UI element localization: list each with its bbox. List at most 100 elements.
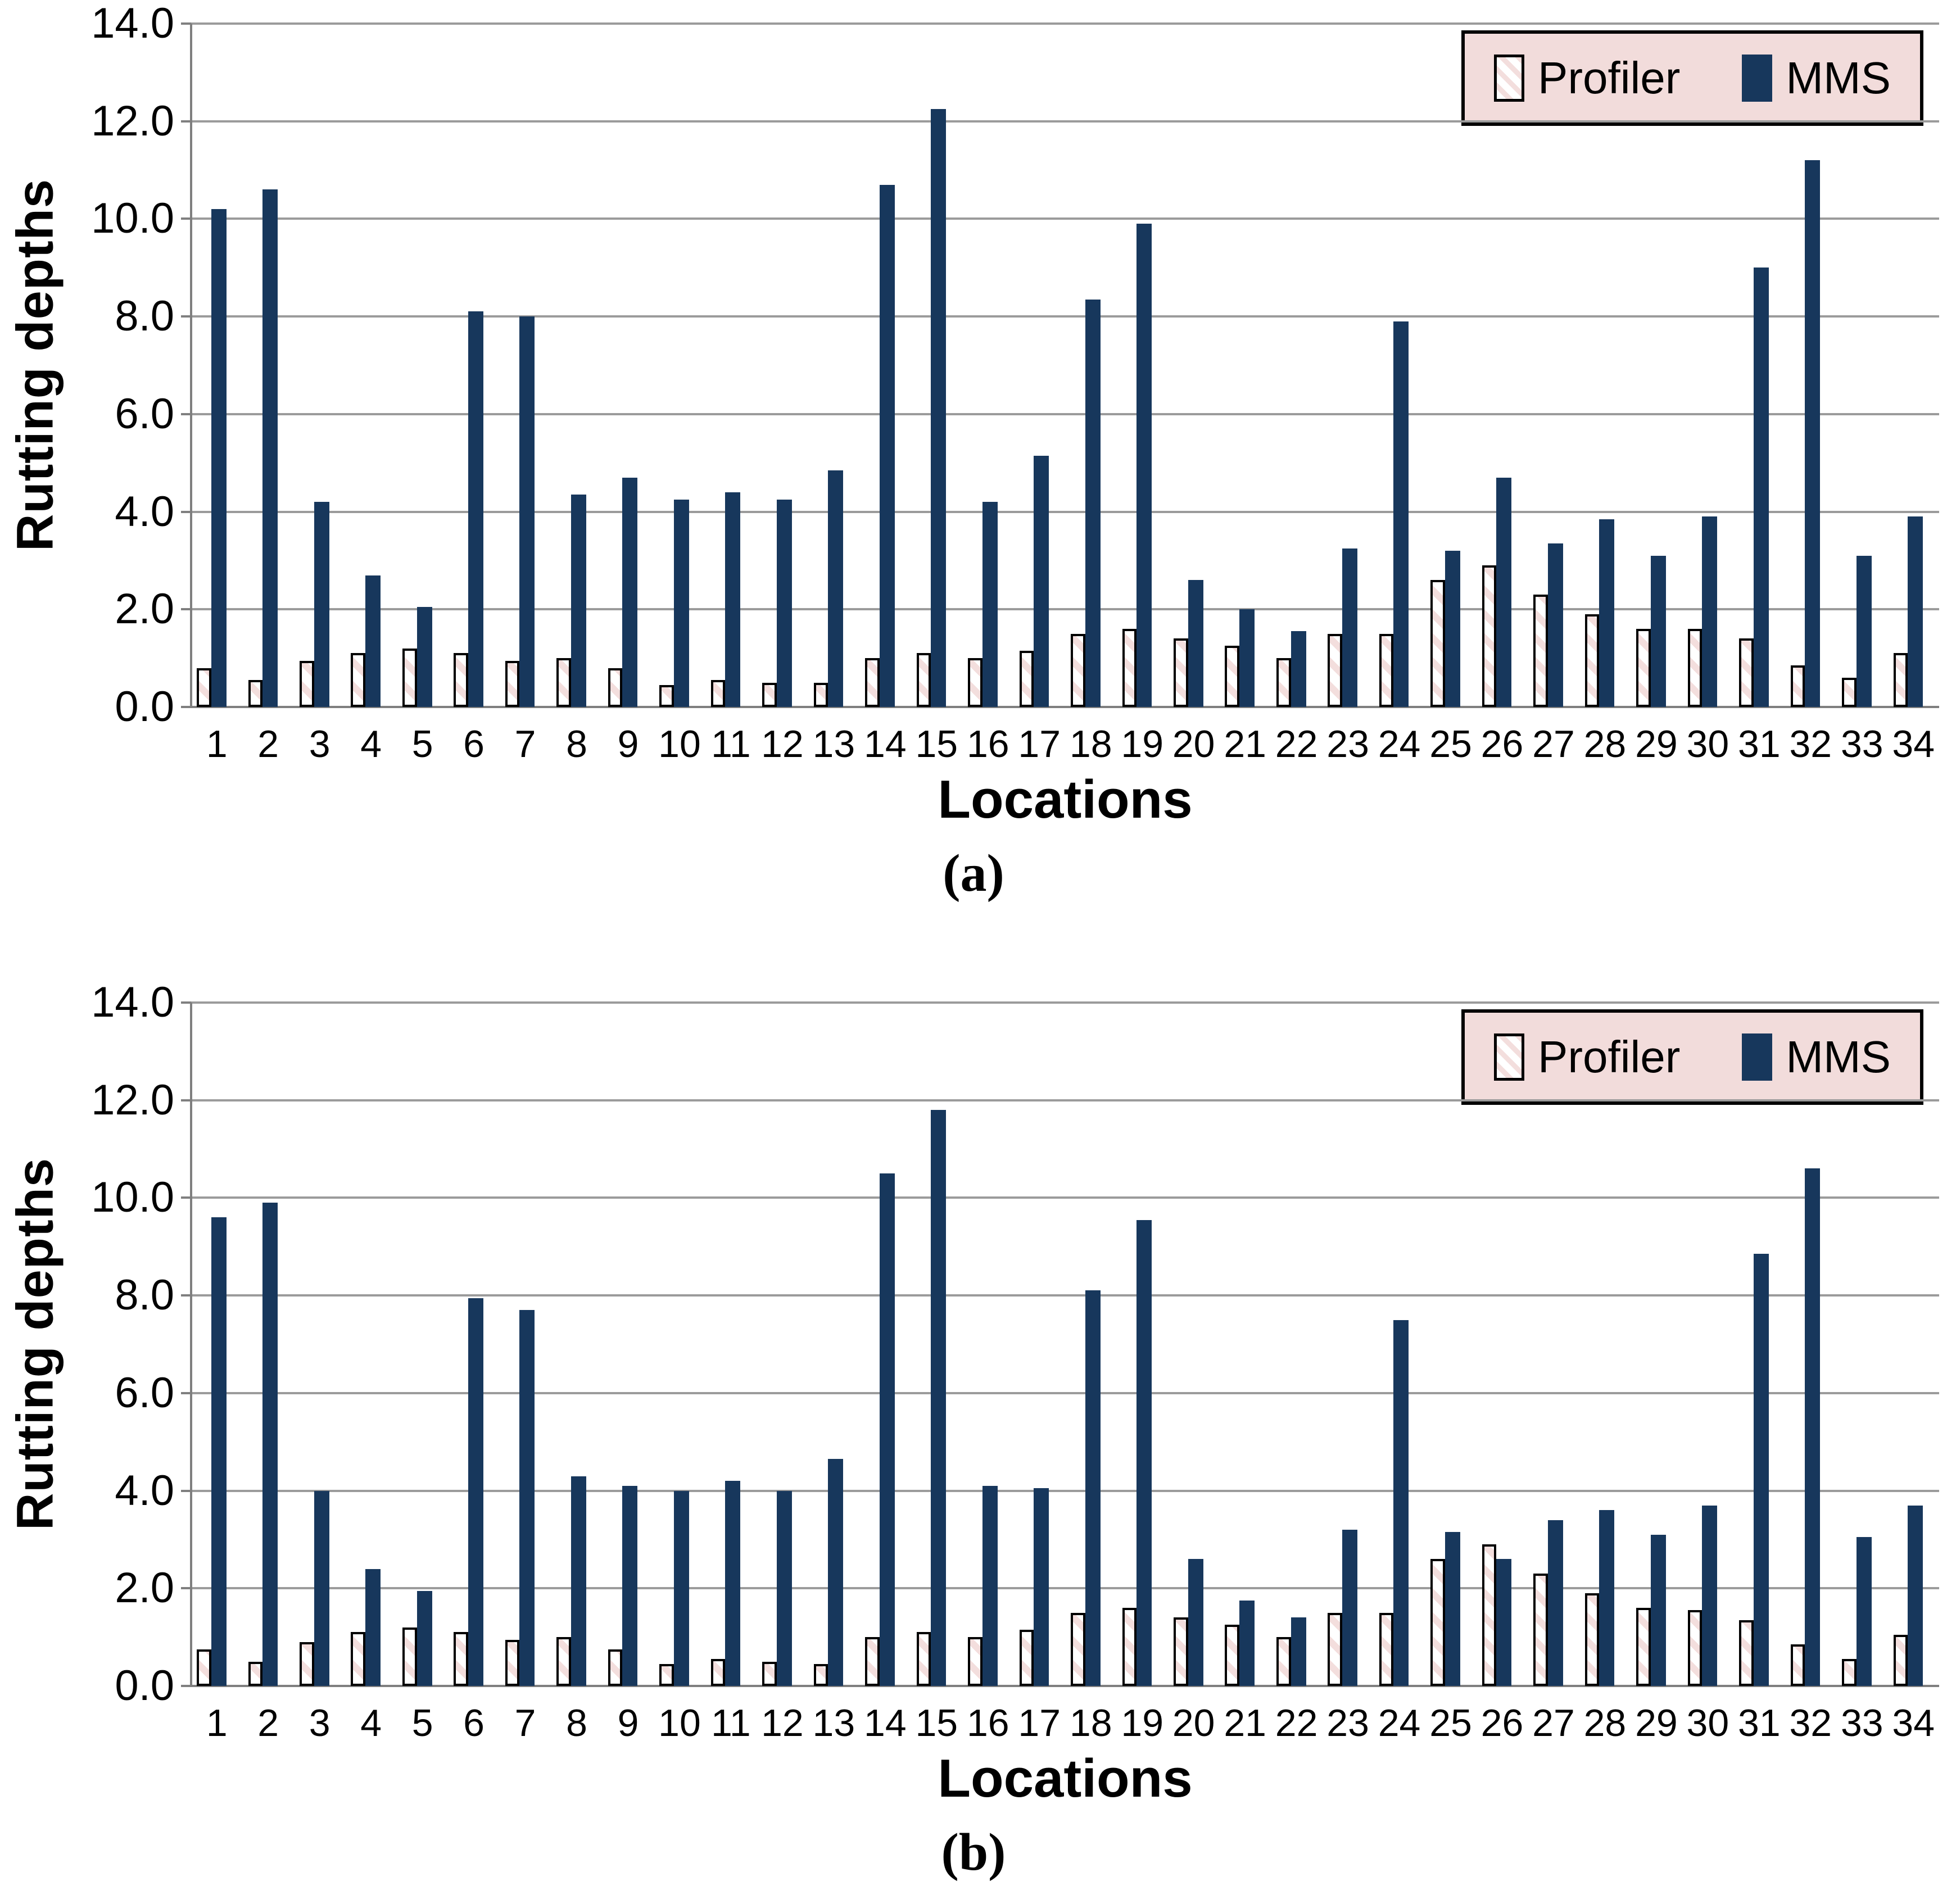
x-tick-label-19: 19 [1121, 1702, 1164, 1744]
x-tick-label-14: 14 [864, 1702, 907, 1744]
bar-mms-22 [1291, 631, 1306, 707]
bar-profiler-8 [556, 658, 571, 707]
panel-label-b: (b) [941, 1823, 1006, 1882]
bar-mms-13 [828, 470, 844, 707]
bar-profiler-18 [1071, 633, 1085, 707]
bar-mms-12 [776, 499, 792, 707]
x-tick-label-14: 14 [864, 723, 907, 765]
x-tick-label-21: 21 [1224, 1702, 1266, 1744]
x-tick-label-25: 25 [1429, 723, 1472, 765]
x-tick-label-32: 32 [1789, 723, 1832, 765]
bar-mms-7 [519, 316, 535, 707]
bar-mms-24 [1393, 1320, 1409, 1686]
gridline-2 [191, 608, 1939, 611]
y-axis-line [190, 1003, 192, 1686]
gridline-0 [191, 706, 1939, 708]
x-tick-label-3: 3 [309, 1702, 330, 1744]
bar-mms-8 [570, 1476, 586, 1686]
bar-mms-21 [1239, 609, 1255, 707]
bar-profiler-34 [1893, 1634, 1908, 1686]
bar-profiler-9 [608, 1649, 623, 1686]
x-tick-label-31: 31 [1738, 723, 1781, 765]
bar-profiler-28 [1584, 614, 1600, 707]
bar-profiler-19 [1122, 629, 1137, 707]
bar-profiler-13 [813, 1663, 828, 1686]
bar-profiler-7 [505, 1639, 520, 1686]
bar-mms-32 [1805, 160, 1821, 707]
gridline-14 [191, 22, 1939, 25]
x-tick-label-15: 15 [915, 723, 958, 765]
gridline-10 [191, 1196, 1939, 1199]
gridline-12 [191, 120, 1939, 123]
y-tick-label-14: 14.0 [91, 0, 174, 47]
bar-profiler-28 [1584, 1593, 1600, 1686]
bar-mms-10 [673, 499, 689, 707]
bar-profiler-21 [1225, 646, 1240, 707]
bar-mms-20 [1188, 1559, 1203, 1686]
bar-profiler-4 [351, 1632, 366, 1686]
bar-mms-18 [1085, 299, 1101, 707]
bar-mms-14 [879, 1173, 895, 1686]
bar-profiler-22 [1276, 658, 1291, 707]
bar-mms-8 [570, 495, 586, 707]
plot-area-a: Profiler MMS 0.0 2.0 4.0 6.0 8.0 10.0 12.0 14.0… [91, 0, 1939, 765]
legend-a: Profiler MMS [1461, 30, 1923, 126]
bar-profiler-1 [197, 668, 211, 707]
x-tick-label-26: 26 [1480, 1702, 1524, 1744]
bar-mms-20 [1188, 580, 1203, 707]
x-tick-label-22: 22 [1275, 723, 1318, 765]
bar-mms-13 [828, 1459, 844, 1686]
y-tick-4 [181, 510, 191, 513]
bar-profiler-31 [1739, 638, 1754, 707]
x-tick-label-2: 2 [257, 1702, 279, 1744]
bar-profiler-15 [916, 653, 931, 707]
x-tick-label-12: 12 [761, 723, 804, 765]
x-tick-label-8: 8 [566, 723, 587, 765]
bar-mms-16 [982, 1485, 998, 1686]
bar-profiler-11 [710, 1659, 726, 1686]
y-tick-14 [181, 22, 191, 25]
bar-profiler-20 [1174, 1617, 1188, 1686]
bar-mms-2 [262, 189, 278, 707]
bar-mms-31 [1753, 1254, 1769, 1686]
gridline-4 [191, 1489, 1939, 1492]
bar-mms-9 [622, 1485, 638, 1686]
bar-profiler-12 [762, 1661, 777, 1686]
bar-mms-19 [1136, 224, 1152, 707]
x-tick-label-17: 17 [1018, 1702, 1061, 1744]
bar-mms-30 [1702, 516, 1718, 707]
bar-profiler-11 [710, 680, 726, 707]
bar-mms-26 [1496, 1559, 1512, 1686]
bar-mms-29 [1650, 1534, 1666, 1686]
x-tick-label-17: 17 [1018, 723, 1061, 765]
x-tick-label-34: 34 [1892, 1702, 1935, 1744]
x-tick-label-4: 4 [360, 723, 382, 765]
y-tick-label-0: 0.0 [115, 1662, 174, 1710]
y-tick-12 [181, 120, 191, 123]
y-tick-10 [181, 217, 191, 220]
bar-profiler-26 [1482, 1544, 1497, 1686]
bar-mms-2 [262, 1203, 278, 1686]
legend-b: Profiler MMS [1461, 1009, 1923, 1105]
y-tick-12 [181, 1099, 191, 1101]
x-tick-label-6: 6 [463, 1702, 485, 1744]
mms-swatch-icon [1742, 55, 1773, 102]
gridline-8 [191, 315, 1939, 318]
bar-mms-15 [931, 109, 947, 707]
x-tick-label-5: 5 [411, 723, 433, 765]
bar-profiler-15 [916, 1632, 931, 1686]
bar-mms-5 [416, 1590, 432, 1686]
bar-mms-29 [1650, 555, 1666, 707]
x-tick-label-5: 5 [411, 1702, 433, 1744]
x-tick-label-11: 11 [711, 1702, 751, 1744]
bar-profiler-22 [1276, 1637, 1291, 1686]
bar-mms-27 [1547, 1520, 1563, 1686]
y-tick-6 [181, 1391, 191, 1394]
gridline-6 [191, 412, 1939, 415]
x-tick-label-28: 28 [1583, 1702, 1627, 1744]
x-tick-label-1: 1 [206, 723, 228, 765]
gridline-4 [191, 510, 1939, 513]
x-tick-label-27: 27 [1532, 723, 1575, 765]
y-tick-4 [181, 1489, 191, 1492]
bar-profiler-13 [813, 682, 828, 707]
